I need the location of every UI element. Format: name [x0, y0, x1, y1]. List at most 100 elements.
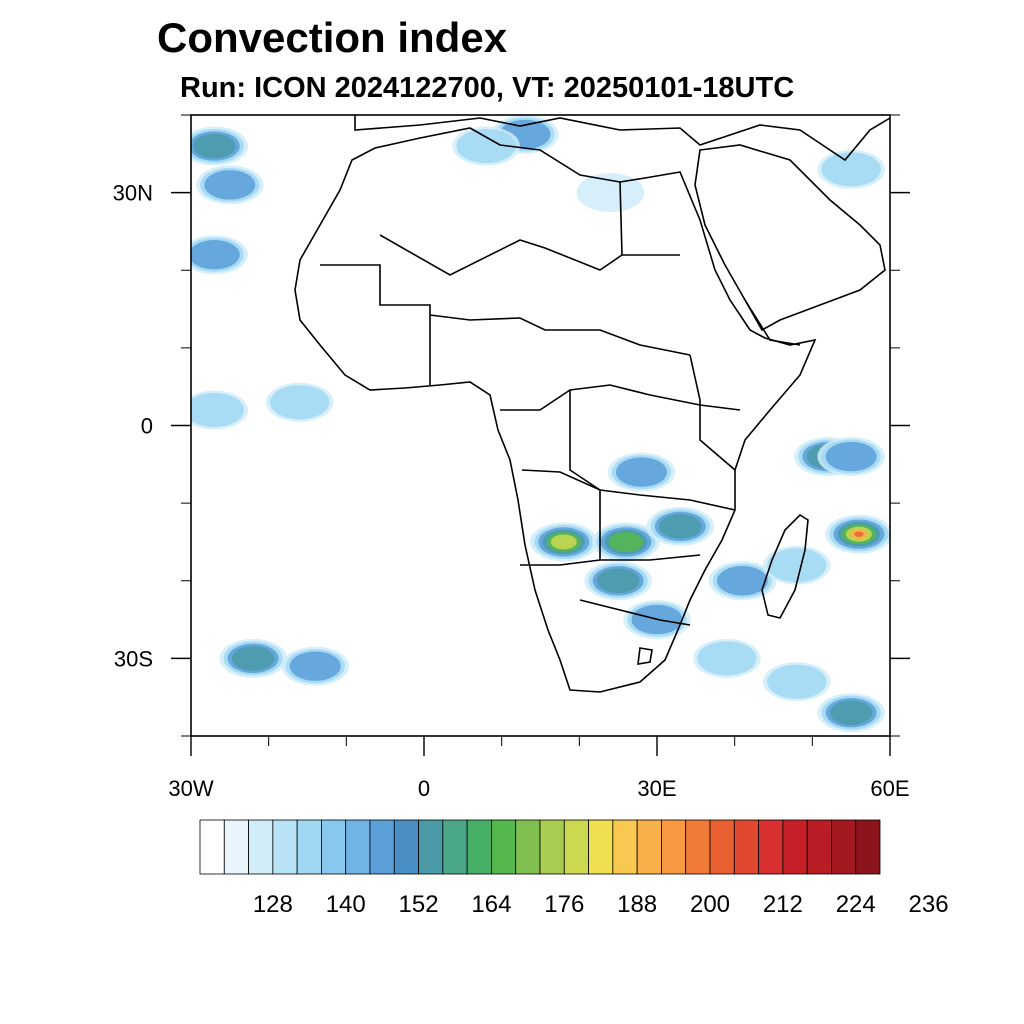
colorbar-swatch	[418, 819, 444, 875]
lat-tick-label: 30N	[113, 181, 153, 206]
central-border	[429, 314, 691, 356]
convection-contour	[191, 392, 244, 428]
colorbar-swatch	[248, 819, 274, 875]
colorbar-swatch	[758, 819, 784, 875]
madagascar-coastline	[761, 513, 809, 619]
africa-coastline	[294, 127, 817, 693]
convection-cell	[576, 173, 645, 213]
west-africa-border	[320, 264, 431, 385]
convection-contour	[767, 548, 827, 583]
colorbar-swatch	[393, 819, 419, 875]
convection-cell	[530, 522, 598, 562]
equatorial-border	[500, 384, 741, 411]
colorbar-swatch	[661, 819, 687, 875]
chart-title: Convection index	[157, 14, 508, 61]
colorbar-swatch	[636, 819, 662, 875]
arabia-coastline	[694, 144, 886, 332]
convection-contour	[821, 152, 881, 187]
colorbar-swatch	[685, 819, 711, 875]
colorbar-swatch	[539, 819, 565, 875]
colorbar-label: 152	[399, 891, 439, 918]
axis-ticks: 30W 0 30E 60E 30N 0 30S	[113, 114, 910, 801]
colorbar-label: 200	[690, 891, 730, 918]
colorbar-label: 140	[326, 891, 366, 918]
convection-cell	[191, 126, 249, 166]
convection-contour	[576, 173, 645, 213]
colorbar-swatch	[442, 819, 468, 875]
map-frame	[190, 114, 891, 737]
colorbar-swatch	[223, 819, 249, 875]
chart-subtitle: Run: ICON 2024122700, VT: 20250101-18UTC	[180, 72, 795, 104]
colorbar-swatch	[515, 819, 541, 875]
convection-cell	[196, 165, 264, 205]
lesotho-border	[637, 647, 653, 665]
convection-cell	[191, 390, 249, 430]
convection-cell	[693, 638, 761, 678]
colorbar-swatch	[563, 819, 589, 875]
colorbar-label: 212	[763, 891, 803, 918]
convection-cell	[592, 522, 660, 562]
colorbar-swatch	[199, 819, 225, 875]
convection-contour	[716, 566, 768, 596]
colorbar: 128 140 152 164 176 188 200 212 224 236	[199, 819, 949, 918]
colorbar-swatch	[855, 819, 881, 875]
convection-contour	[550, 534, 577, 550]
convection-contour	[192, 133, 236, 159]
lon-tick-label: 0	[418, 776, 430, 801]
convection-contour	[456, 128, 516, 164]
convection-contour	[697, 641, 757, 676]
convection-cell	[191, 235, 249, 275]
colorbar-swatch	[491, 819, 517, 875]
convection-contour	[596, 568, 640, 594]
coastlines	[294, 115, 890, 693]
lon-tick-label: 30E	[637, 776, 676, 801]
convection-contour	[204, 170, 256, 200]
lon-tick-label: 30W	[168, 776, 213, 801]
colorbar-swatch	[369, 819, 395, 875]
colorbar-label: 164	[471, 891, 511, 918]
convection-cell	[817, 437, 885, 477]
convection-contour	[829, 700, 873, 726]
colorbar-swatch	[321, 819, 347, 875]
convection-contour	[854, 531, 864, 537]
sahel-border	[379, 234, 623, 276]
convection-contour	[825, 441, 877, 472]
convection-contour	[767, 664, 827, 699]
europe-coastline	[354, 115, 890, 162]
colorbar-swatch	[782, 819, 808, 875]
convection-contour	[270, 385, 330, 420]
convection-cell	[817, 149, 885, 189]
lat-tick-label: 30S	[114, 646, 153, 671]
colorbar-swatch	[709, 819, 735, 875]
colorbar-swatch	[588, 819, 614, 875]
colorbar-label: 236	[909, 891, 949, 918]
convection-contour	[608, 532, 644, 552]
convection-field	[191, 115, 890, 733]
convection-cell	[763, 662, 831, 702]
convection-cell	[452, 126, 520, 166]
convection-cell	[763, 545, 831, 585]
southern-border-3	[579, 599, 691, 626]
horn-border	[744, 299, 801, 346]
congo-border	[569, 390, 601, 560]
convection-cell	[265, 382, 334, 422]
convection-cell	[825, 514, 890, 554]
colorbar-swatch	[296, 819, 322, 875]
convection-contour	[231, 646, 275, 671]
colorbar-label: 128	[253, 891, 293, 918]
colorbar-label: 188	[617, 891, 657, 918]
convection-contour	[658, 514, 702, 539]
colorbar-swatch	[733, 819, 759, 875]
colorbar-swatch	[272, 819, 298, 875]
colorbar-swatch	[612, 819, 638, 875]
convection-contour	[289, 651, 341, 681]
convection-cell	[708, 561, 777, 601]
colorbar-label: 224	[836, 891, 876, 918]
lat-tick-label: 0	[141, 414, 153, 439]
convection-contour	[615, 457, 667, 487]
east-africa-border	[689, 354, 736, 471]
convection-cell	[219, 638, 287, 678]
colorbar-swatch	[806, 819, 832, 875]
convection-cell	[584, 561, 652, 601]
